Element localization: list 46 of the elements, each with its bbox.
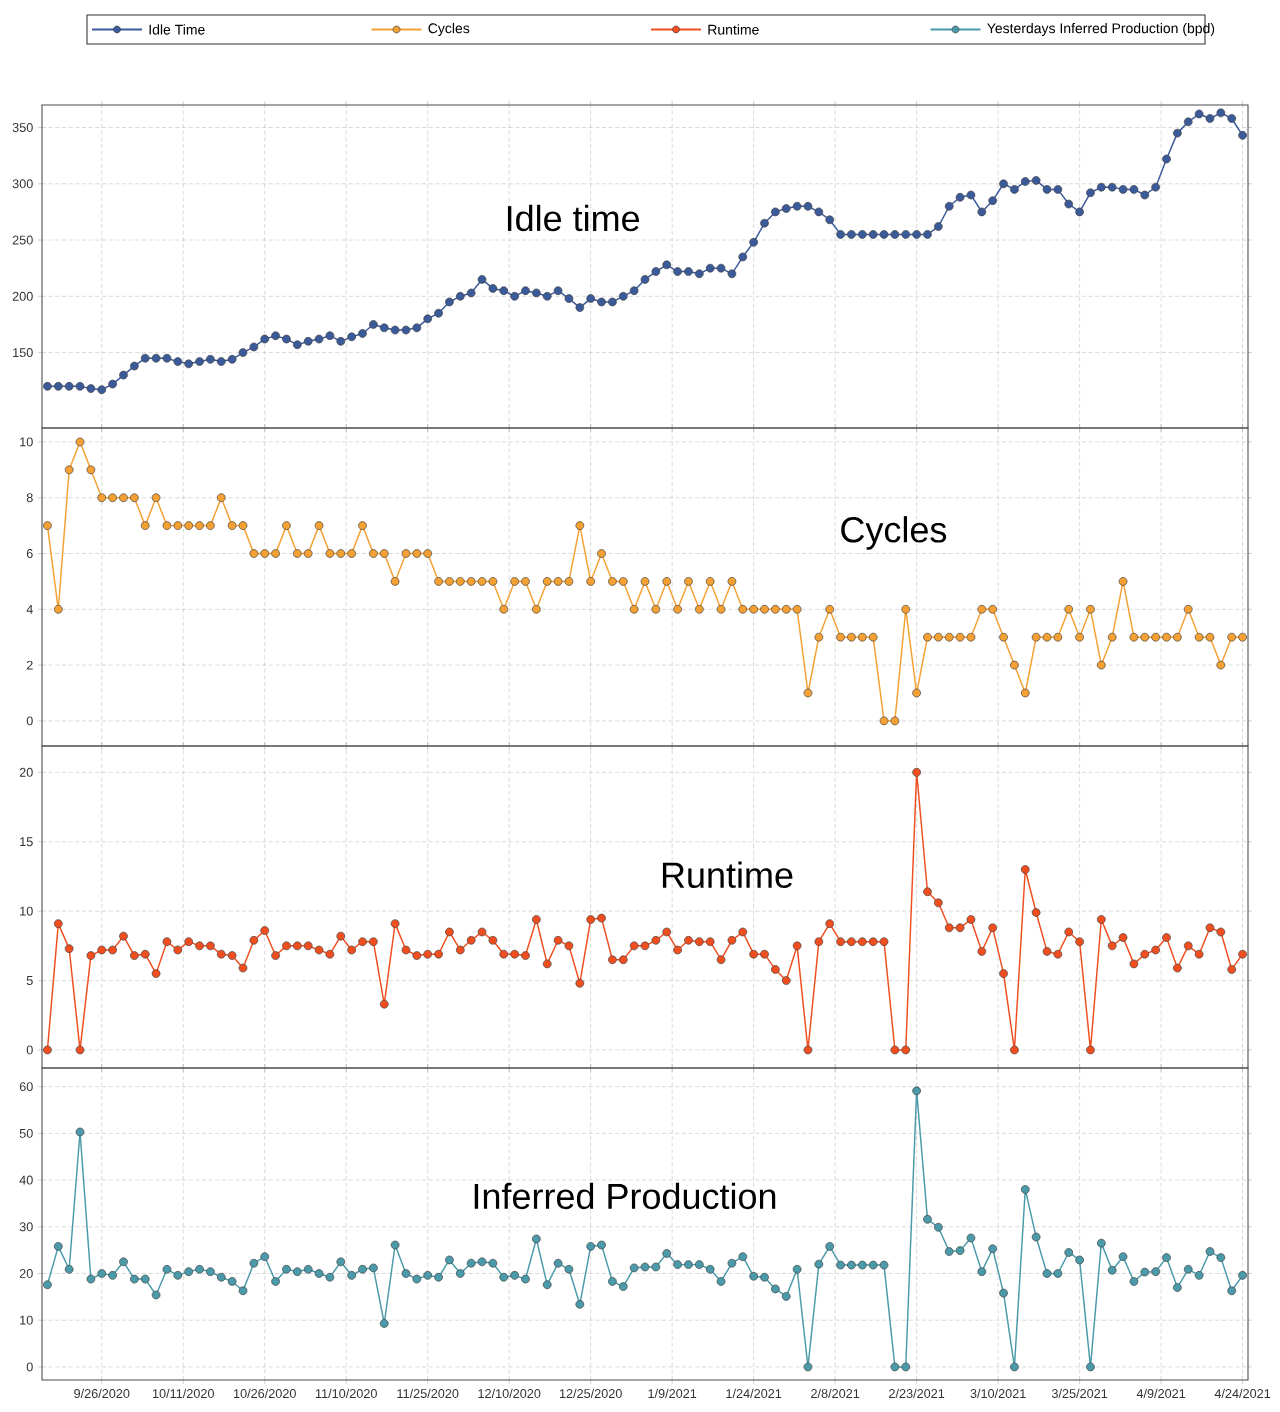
y-tick-label: 8 [26,493,33,503]
x-tick-label: 11/25/2020 [397,1388,459,1399]
legend-label: Runtime [708,24,759,35]
y-tick-label: 2 [26,660,33,670]
x-tick-label: 10/11/2020 [152,1388,214,1399]
legend-label: Yesterdays Inferred Production (bpd) [987,22,1215,37]
y-tick-label: 15 [20,837,33,847]
y-tick-label: 10 [20,1315,33,1325]
x-tick-label: 2/23/2021 [889,1388,945,1399]
y-tick-label: 5 [26,976,33,985]
y-tick-label: 20 [19,767,33,777]
annotation: Cycles [841,516,947,550]
x-tick-label: 4/9/2021 [1136,1388,1186,1399]
x-tick-label: 9/26/2020 [74,1388,130,1399]
annotation: Idle time [507,204,640,232]
legend-label: Idle Time [149,24,205,35]
x-tick-label: 4/24/2021 [1214,1388,1271,1399]
y-tick-label: 150 [13,348,33,358]
y-tick-label: 30 [19,1222,33,1232]
y-tick-label: 0 [26,716,33,726]
x-tick-label: 1/24/2021 [726,1388,782,1399]
x-tick-label: 1/9/2021 [648,1388,697,1399]
y-tick-label: 50 [19,1128,33,1138]
y-tick-label: 40 [19,1175,33,1185]
y-tick-label: 60 [19,1082,33,1092]
y-tick-label: 350 [12,123,33,132]
annotation: Inferred Production [474,1182,776,1210]
x-tick-label: 10/26/2020 [234,1388,296,1399]
y-tick-label: 200 [12,291,33,301]
y-tick-label: 10 [20,437,33,447]
x-tick-label: 12/10/2020 [478,1388,541,1399]
y-tick-label: 250 [12,235,33,245]
y-tick-label: 0 [26,1362,33,1372]
y-tick-label: 6 [26,549,33,558]
annotation: Runtime [662,861,793,889]
y-tick-label: 4 [26,604,33,614]
y-tick-label: 0 [26,1045,33,1055]
y-tick-label: 20 [19,1269,33,1278]
x-tick-label: 3/25/2021 [1051,1388,1108,1399]
x-tick-label: 2/8/2021 [811,1388,860,1399]
y-tick-label: 300 [12,179,33,189]
x-tick-label: 3/10/2021 [970,1388,1026,1399]
x-tick-label: 11/10/2020 [315,1388,377,1399]
legend-label: Cycles [428,22,470,37]
x-tick-label: 12/25/2020 [559,1388,622,1399]
y-tick-label: 10 [20,906,33,916]
